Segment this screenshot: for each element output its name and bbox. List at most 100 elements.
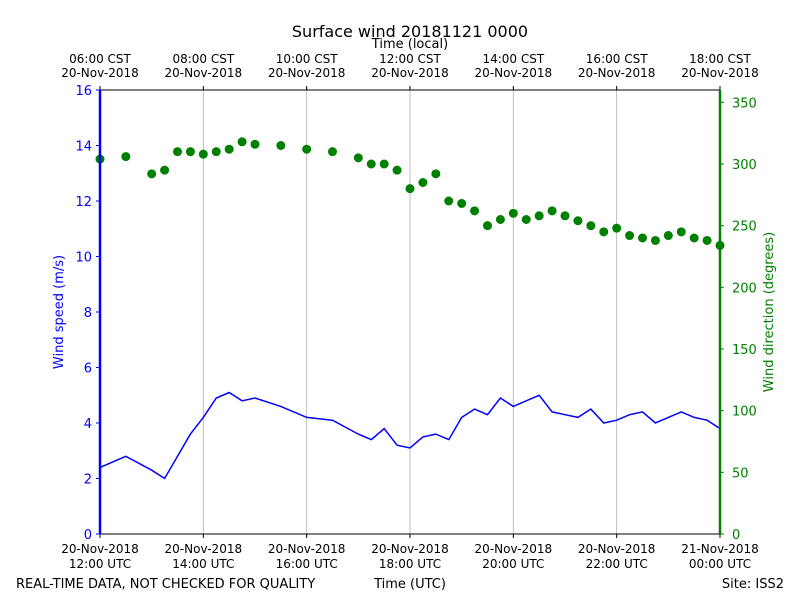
wind-direction-point <box>573 216 583 226</box>
top-axis-label: Time (local) <box>371 37 448 52</box>
wind-direction-point <box>508 208 518 218</box>
wind-direction-point <box>160 165 170 175</box>
wind-direction-point <box>495 215 505 224</box>
x-tick-label-time: 22:00 UTC <box>586 557 648 571</box>
x-tick-label-time: 18:00 UTC <box>379 557 441 571</box>
right-tick-label: 100 <box>732 405 757 420</box>
top-tick-label-date: 20-Nov-2018 <box>165 66 243 80</box>
left-tick-label: 10 <box>75 251 92 266</box>
wind-direction-point <box>418 178 428 187</box>
right-tick-label: 350 <box>732 96 757 111</box>
wind-direction-point <box>689 233 699 243</box>
wind-direction-point <box>379 159 389 169</box>
right-tick-label: 200 <box>732 281 757 296</box>
wind-direction-point <box>663 231 673 241</box>
x-tick-label-time: 14:00 UTC <box>172 557 234 571</box>
right-tick-label: 0 <box>732 528 740 543</box>
left-tick-label: 4 <box>84 417 92 432</box>
wind-direction-point <box>483 221 492 231</box>
chart-title: Surface wind 20181121 0000 <box>292 22 528 41</box>
x-tick-label-date: 20-Nov-2018 <box>475 542 553 556</box>
right-tick-label: 150 <box>732 343 757 358</box>
left-tick-label: 6 <box>84 362 92 377</box>
x-tick-label-time: 20:00 UTC <box>482 557 544 571</box>
x-tick-label-time: 12:00 UTC <box>69 557 131 571</box>
left-tick-label: 14 <box>75 140 92 155</box>
wind-direction-point <box>650 235 660 245</box>
top-tick-label-date: 20-Nov-2018 <box>61 66 139 80</box>
wind-direction-point <box>612 223 622 233</box>
wind-direction-point <box>638 233 647 243</box>
wind-direction-point <box>599 227 609 237</box>
left-axis-label: Wind speed (m/s) <box>52 255 67 369</box>
wind-direction-point <box>560 211 570 221</box>
top-tick-label-date: 20-Nov-2018 <box>475 66 553 80</box>
top-tick-label-time: 18:00 CST <box>689 52 751 66</box>
wind-direction-point <box>211 147 221 157</box>
top-tick-label-time: 16:00 CST <box>586 52 648 66</box>
left-tick-label: 0 <box>84 528 92 543</box>
bottom-axis-label: Time (UTC) <box>373 577 446 592</box>
wind-direction-point <box>173 147 182 157</box>
x-tick-label-date: 20-Nov-2018 <box>371 542 449 556</box>
wind-direction-point <box>250 139 260 149</box>
right-tick-label: 50 <box>732 466 749 481</box>
wind-direction-point <box>457 198 467 208</box>
x-tick-label-date: 20-Nov-2018 <box>61 542 139 556</box>
x-tick-label-date: 21-Nov-2018 <box>681 542 759 556</box>
left-tick-label: 16 <box>75 84 92 99</box>
wind-direction-point <box>185 147 195 157</box>
wind-direction-point <box>147 169 157 179</box>
top-tick-label-time: 06:00 CST <box>69 52 131 66</box>
wind-direction-point <box>224 144 234 154</box>
x-tick-label-date: 20-Nov-2018 <box>165 542 243 556</box>
wind-direction-point <box>198 149 208 159</box>
x-tick-label-date: 20-Nov-2018 <box>268 542 346 556</box>
wind-direction-point <box>547 206 557 216</box>
wind-direction-point <box>521 215 531 224</box>
left-tick-label: 8 <box>84 306 92 321</box>
right-tick-label: 250 <box>732 220 757 235</box>
wind-direction-point <box>470 206 480 216</box>
wind-direction-point <box>431 169 441 179</box>
right-axis-label: Wind direction (degrees) <box>762 232 777 392</box>
wind-direction-point <box>121 152 131 162</box>
wind-direction-point <box>534 211 544 221</box>
top-tick-label-date: 20-Nov-2018 <box>681 66 759 80</box>
x-tick-label-date: 20-Nov-2018 <box>578 542 656 556</box>
wind-direction-point <box>302 144 312 154</box>
wind-speed-series <box>99 391 721 480</box>
wind-direction-point <box>366 159 376 169</box>
top-tick-label-time: 14:00 CST <box>482 52 544 66</box>
wind-direction-point <box>586 221 596 231</box>
grid-lines <box>202 90 618 534</box>
top-tick-label-date: 20-Nov-2018 <box>268 66 346 80</box>
wind-direction-point <box>444 196 454 206</box>
wind-direction-point <box>353 153 363 163</box>
wind-direction-point <box>405 184 415 194</box>
top-tick-label-time: 08:00 CST <box>172 52 234 66</box>
left-tick-label: 2 <box>84 473 92 488</box>
top-tick-label-date: 20-Nov-2018 <box>578 66 656 80</box>
wind-direction-point <box>237 137 247 147</box>
top-tick-label-time: 10:00 CST <box>276 52 338 66</box>
top-tick-label-time: 12:00 CST <box>379 52 441 66</box>
wind-direction-point <box>276 141 286 150</box>
left-axis-ticks: 0 2 4 6 8 10 12 14 16 <box>75 84 100 543</box>
top-tick-label-date: 20-Nov-2018 <box>371 66 449 80</box>
right-axis-ticks: 0 50 100 150 200 250 300 350 <box>720 96 757 543</box>
wind-direction-point <box>676 227 686 237</box>
x-tick-label-time: 00:00 UTC <box>689 557 751 571</box>
wind-direction-point <box>702 235 712 245</box>
right-tick-label: 300 <box>732 158 757 173</box>
wind-direction-point <box>625 231 635 241</box>
quality-disclaimer: REAL-TIME DATA, NOT CHECKED FOR QUALITY <box>16 577 315 592</box>
wind-direction-point <box>392 165 402 175</box>
left-tick-label: 12 <box>75 195 92 210</box>
x-tick-label-time: 16:00 UTC <box>276 557 338 571</box>
wind-direction-point <box>328 147 337 157</box>
site-label: Site: ISS2 <box>722 577 784 592</box>
